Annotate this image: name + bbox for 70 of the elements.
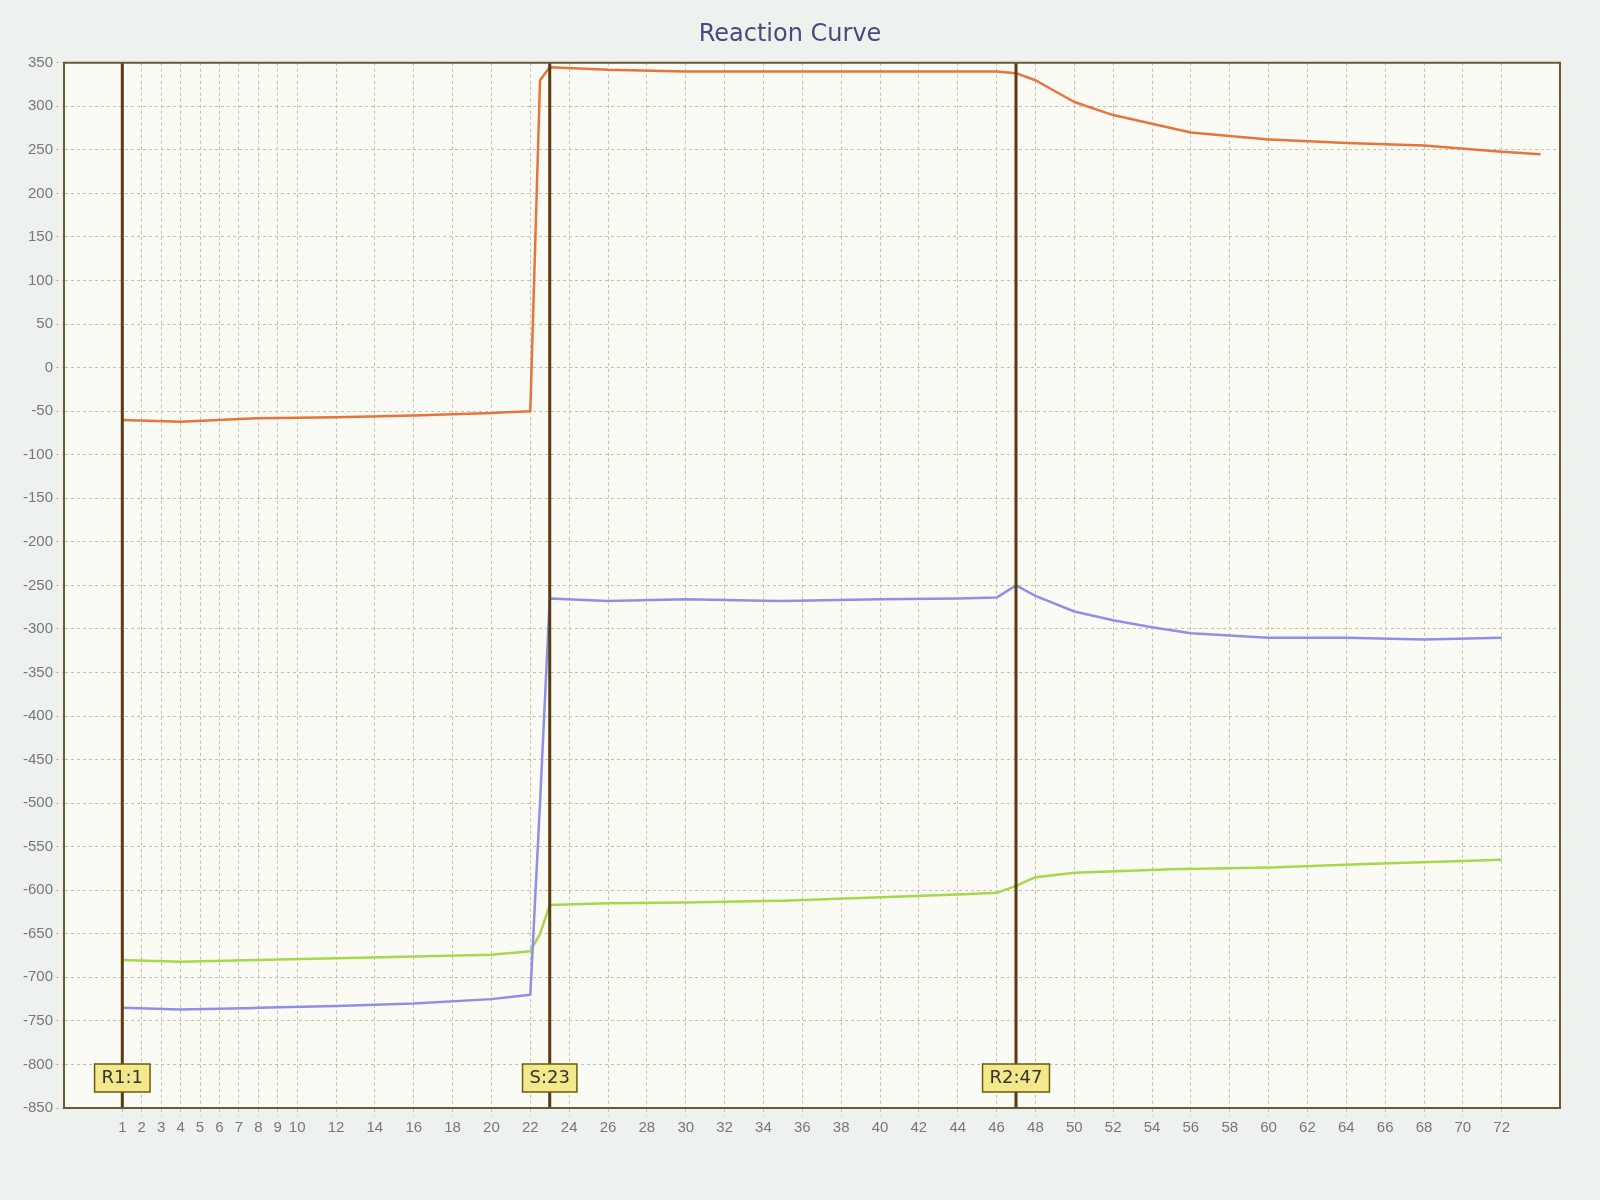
y-tick-label: -800 [22, 1054, 54, 1072]
x-tick-label: 68 [1415, 1118, 1433, 1136]
y-tick-label: -450 [22, 749, 54, 767]
x-tick-label: 40 [871, 1118, 889, 1136]
x-tick-label: 6 [215, 1118, 224, 1136]
y-tick-label: 50 [36, 314, 54, 332]
y-tick-label: -650 [22, 923, 54, 941]
x-tick-label: 3 [156, 1118, 166, 1136]
x-tick-label: 48 [1027, 1118, 1044, 1136]
x-tick-label: 72 [1493, 1118, 1511, 1136]
y-tick-label: 200 [27, 183, 54, 201]
x-tick-label: 36 [793, 1118, 811, 1136]
y-tick-label: 250 [27, 140, 54, 158]
ref-line-label: R1:1 [101, 1065, 144, 1087]
ref-line-label: S:23 [529, 1065, 570, 1087]
x-tick-label: 52 [1104, 1118, 1122, 1136]
y-tick-label: 100 [27, 270, 54, 288]
y-tick-label: 0 [44, 357, 54, 375]
y-tick-label: -600 [22, 880, 54, 898]
x-tick-label: 60 [1260, 1118, 1277, 1136]
x-tick-label: 46 [988, 1118, 1005, 1136]
y-tick-label: -50 [31, 401, 54, 419]
ref-line-label: R2:47 [989, 1065, 1043, 1087]
x-tick-label: 50 [1065, 1118, 1083, 1136]
x-tick-label: 24 [560, 1118, 578, 1136]
x-tick-label: 5 [195, 1118, 205, 1136]
y-tick-label: -250 [22, 575, 54, 593]
x-tick-label: 66 [1376, 1118, 1394, 1136]
y-tick-label: -100 [22, 444, 54, 462]
x-tick-label: 56 [1182, 1118, 1200, 1136]
y-tick-label: -750 [22, 1011, 54, 1029]
x-tick-label: 28 [638, 1118, 656, 1136]
x-tick-label: 38 [832, 1118, 850, 1136]
x-tick-label: 26 [599, 1118, 617, 1136]
x-tick-label: 10 [288, 1118, 306, 1136]
y-tick-label: -850 [22, 1098, 54, 1116]
x-tick-label: 4 [176, 1118, 185, 1136]
y-tick-label: 350 [27, 52, 54, 70]
y-tick-label: -700 [22, 967, 54, 985]
y-tick-label: -350 [22, 662, 54, 680]
x-tick-label: 44 [949, 1118, 967, 1136]
x-tick-label: 22 [521, 1118, 539, 1136]
x-tick-label: 70 [1454, 1118, 1472, 1136]
x-tick-label: 54 [1143, 1118, 1161, 1136]
x-tick-label: 32 [716, 1118, 733, 1136]
x-tick-label: 14 [366, 1118, 384, 1136]
chart-title: Reaction Curve [698, 18, 882, 47]
x-tick-label: 20 [483, 1118, 500, 1136]
y-tick-label: -400 [22, 706, 54, 724]
x-tick-label: 64 [1337, 1118, 1355, 1136]
y-tick-label: 150 [27, 227, 54, 245]
x-tick-label: 16 [405, 1118, 423, 1136]
y-tick-label: -550 [22, 836, 54, 854]
x-tick-label: 8 [254, 1118, 263, 1136]
y-tick-label: 300 [27, 96, 54, 114]
y-tick-label: -150 [22, 488, 54, 506]
x-tick-label: 9 [273, 1118, 282, 1136]
x-tick-label: 12 [327, 1118, 345, 1136]
x-tick-label: 2 [137, 1118, 146, 1136]
x-tick-label: 7 [234, 1118, 244, 1136]
y-tick-label: -300 [22, 619, 54, 637]
x-tick-label: 34 [755, 1118, 772, 1136]
x-tick-label: 58 [1221, 1118, 1239, 1136]
y-tick-label: -500 [22, 793, 54, 811]
x-tick-label: 18 [444, 1118, 461, 1136]
x-tick-label: 42 [910, 1118, 928, 1136]
x-tick-label: 1 [118, 1118, 127, 1136]
x-tick-label: 62 [1299, 1118, 1316, 1136]
x-tick-label: 30 [677, 1118, 695, 1136]
y-tick-label: -200 [22, 531, 54, 549]
